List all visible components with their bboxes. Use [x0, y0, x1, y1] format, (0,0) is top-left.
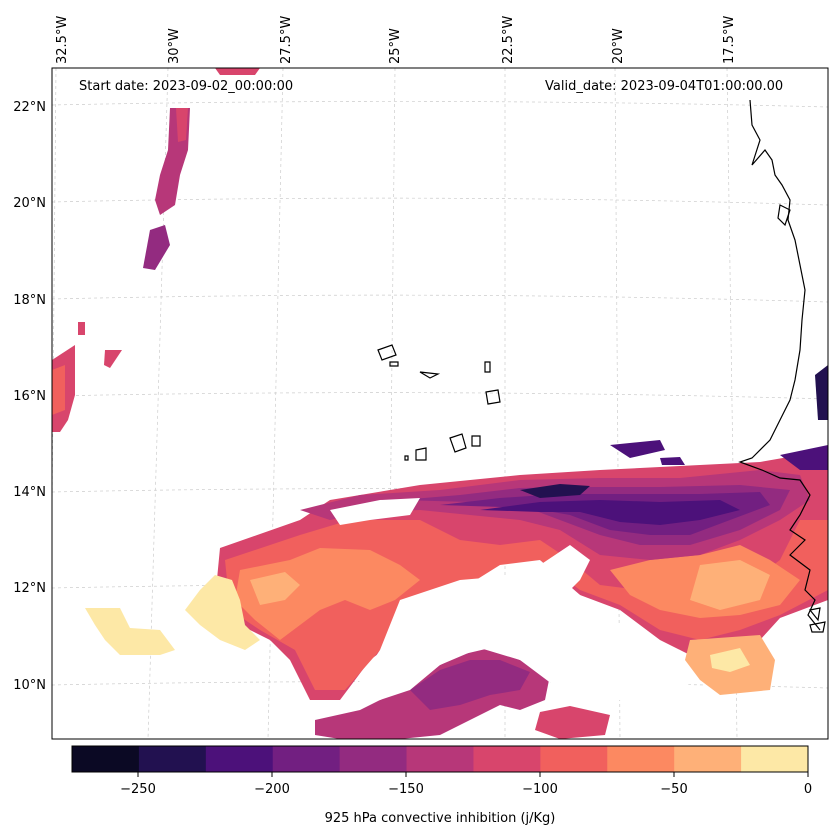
colorbar-tick-label: −200 [254, 782, 290, 797]
cin-field-northwest [52, 68, 260, 432]
colorbar-swatch [473, 746, 541, 772]
start-date-label: Start date: 2023-09-02_00:00:00 [79, 79, 293, 94]
lat-label: 10°N [13, 678, 46, 693]
colorbar-tick-label: 0 [804, 782, 812, 797]
colorbar-swatch [205, 746, 274, 772]
map-content [52, 68, 828, 739]
lon-label: 30°W [167, 28, 182, 64]
colorbar-swatch [138, 746, 207, 772]
lon-label: 32.5°W [55, 16, 70, 64]
valid-date-label: Valid_date: 2023-09-04T01:00:00.00 [545, 79, 783, 94]
lon-label: 27.5°W [279, 16, 294, 64]
colorbar-label: 925 hPa convective inhibition (j/Kg) [325, 811, 556, 826]
colorbar-ticks: −250 −200 −150 −100 −50 0 [120, 772, 812, 797]
lat-label: 20°N [13, 196, 46, 211]
lon-label: 25°W [388, 28, 403, 64]
lat-label: 16°N [13, 389, 46, 404]
colorbar-swatch [72, 746, 140, 772]
colorbar-swatch [339, 746, 408, 772]
colorbar-swatch [406, 746, 474, 772]
coastlines [377, 99, 826, 633]
lat-label: 12°N [13, 581, 46, 596]
colorbar [72, 746, 809, 772]
colorbar-swatch [607, 746, 675, 772]
colorbar-swatch [741, 746, 809, 772]
colorbar-swatch [272, 746, 341, 772]
colorbar-tick-label: −150 [388, 782, 424, 797]
colorbar-tick-label: −100 [522, 782, 558, 797]
colorbar-tick-label: −50 [660, 782, 687, 797]
longitude-labels: 32.5°W 30°W 27.5°W 25°W 22.5°W 20°W 17.5… [55, 16, 737, 64]
cin-field-main-band [85, 365, 828, 739]
colorbar-tick-label: −250 [120, 782, 156, 797]
colorbar-swatch [540, 746, 608, 772]
lon-label: 22.5°W [501, 16, 516, 64]
colorbar-frame [71, 745, 809, 773]
lat-label: 14°N [13, 485, 46, 500]
lat-label: 22°N [13, 100, 46, 115]
latitude-labels: 22°N 20°N 18°N 16°N 14°N 12°N 10°N [13, 100, 46, 693]
lat-label: 18°N [13, 293, 46, 308]
colorbar-swatch [674, 746, 742, 772]
lon-label: 17.5°W [722, 16, 737, 64]
map-frame [51, 67, 829, 740]
lon-label: 20°W [611, 28, 626, 64]
